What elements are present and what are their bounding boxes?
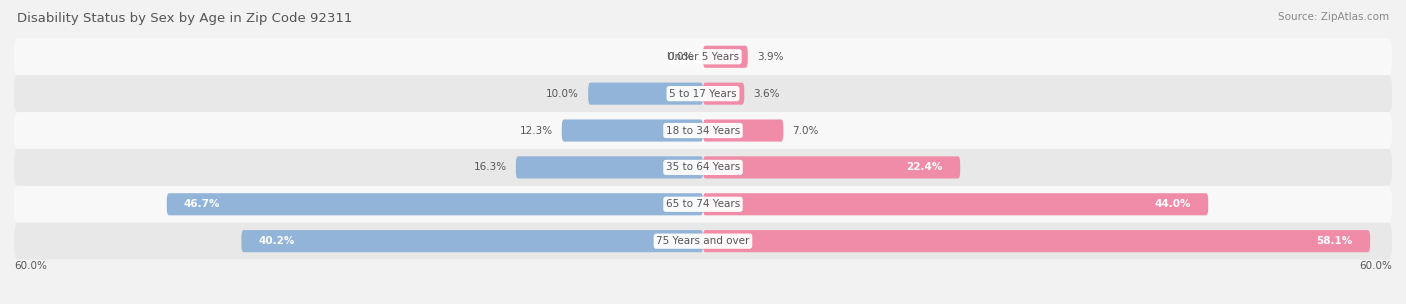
Text: 3.6%: 3.6% <box>754 89 780 98</box>
Text: 75 Years and over: 75 Years and over <box>657 236 749 246</box>
FancyBboxPatch shape <box>703 83 744 105</box>
Text: 7.0%: 7.0% <box>793 126 818 136</box>
FancyBboxPatch shape <box>14 38 1392 75</box>
Text: 0.0%: 0.0% <box>668 52 693 62</box>
Text: 10.0%: 10.0% <box>546 89 579 98</box>
Text: Under 5 Years: Under 5 Years <box>666 52 740 62</box>
Text: 22.4%: 22.4% <box>907 162 943 172</box>
Text: 5 to 17 Years: 5 to 17 Years <box>669 89 737 98</box>
Text: Disability Status by Sex by Age in Zip Code 92311: Disability Status by Sex by Age in Zip C… <box>17 12 353 25</box>
Text: 40.2%: 40.2% <box>259 236 295 246</box>
Text: 3.9%: 3.9% <box>756 52 783 62</box>
Text: 58.1%: 58.1% <box>1316 236 1353 246</box>
Text: 44.0%: 44.0% <box>1154 199 1191 209</box>
FancyBboxPatch shape <box>703 46 748 68</box>
Text: 16.3%: 16.3% <box>474 162 506 172</box>
Text: 46.7%: 46.7% <box>184 199 221 209</box>
Text: 60.0%: 60.0% <box>14 261 46 271</box>
Text: 65 to 74 Years: 65 to 74 Years <box>666 199 740 209</box>
Text: 35 to 64 Years: 35 to 64 Years <box>666 162 740 172</box>
FancyBboxPatch shape <box>588 83 703 105</box>
FancyBboxPatch shape <box>14 223 1392 260</box>
Text: 60.0%: 60.0% <box>1360 261 1392 271</box>
FancyBboxPatch shape <box>703 230 1369 252</box>
FancyBboxPatch shape <box>14 112 1392 149</box>
FancyBboxPatch shape <box>703 119 783 142</box>
FancyBboxPatch shape <box>703 156 960 178</box>
FancyBboxPatch shape <box>167 193 703 215</box>
Text: 12.3%: 12.3% <box>519 126 553 136</box>
Text: 18 to 34 Years: 18 to 34 Years <box>666 126 740 136</box>
FancyBboxPatch shape <box>14 186 1392 223</box>
FancyBboxPatch shape <box>562 119 703 142</box>
FancyBboxPatch shape <box>14 75 1392 112</box>
FancyBboxPatch shape <box>516 156 703 178</box>
FancyBboxPatch shape <box>703 193 1208 215</box>
FancyBboxPatch shape <box>242 230 703 252</box>
Text: Source: ZipAtlas.com: Source: ZipAtlas.com <box>1278 12 1389 22</box>
FancyBboxPatch shape <box>14 149 1392 186</box>
